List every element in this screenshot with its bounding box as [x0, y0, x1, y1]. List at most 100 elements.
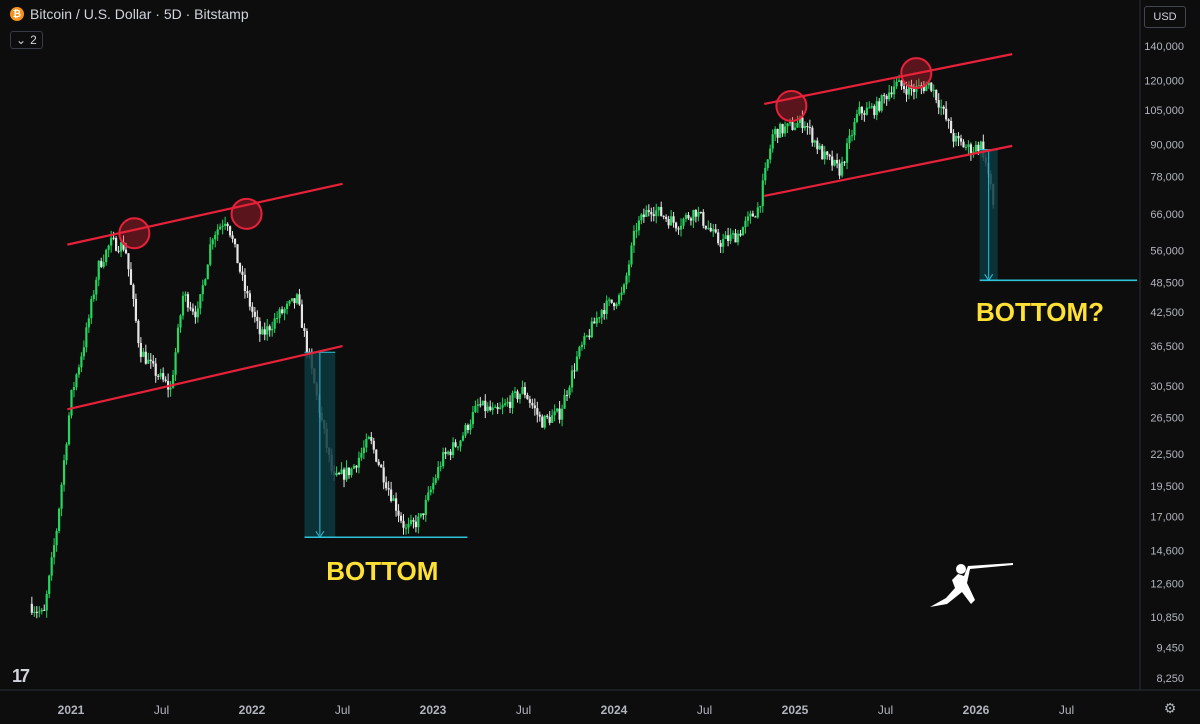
- candle: [870, 102, 873, 109]
- candle-body: [684, 215, 688, 219]
- channel-2025-upper[interactable]: [764, 53, 1013, 106]
- candle-body: [588, 335, 591, 338]
- candle: [112, 231, 115, 241]
- channel-2021-upper[interactable]: [67, 182, 343, 246]
- candle: [684, 212, 688, 223]
- candle: [417, 512, 420, 534]
- annotation-1: BOTTOM: [326, 556, 438, 586]
- candle-body: [456, 446, 460, 448]
- candle: [793, 122, 797, 131]
- candle: [80, 352, 83, 373]
- candle: [615, 302, 618, 310]
- candle-body: [704, 225, 707, 229]
- candle-body: [110, 237, 113, 246]
- candle-body: [893, 86, 896, 95]
- candle: [850, 129, 854, 142]
- y-tick-label: 12,600: [1150, 578, 1184, 590]
- candle-body: [422, 513, 425, 516]
- candle-body: [399, 515, 403, 521]
- candle: [828, 153, 831, 161]
- candle-body: [573, 370, 576, 372]
- candle: [372, 437, 375, 454]
- candle: [670, 209, 673, 226]
- candle-body: [501, 405, 504, 408]
- candle: [481, 400, 484, 406]
- price-axis[interactable]: 140,000 120,000 105,000 90,000 78,000 66,000 5…: [1139, 0, 1184, 690]
- candle-body: [593, 321, 596, 324]
- candle: [781, 123, 784, 137]
- candle: [248, 290, 251, 311]
- candle-body: [793, 127, 797, 130]
- candle: [392, 495, 395, 502]
- tradingview-logo-icon[interactable]: 17: [12, 666, 30, 686]
- measure-box-1: [304, 351, 468, 539]
- candle-body: [144, 351, 147, 364]
- candle: [231, 231, 234, 243]
- candle-body: [442, 452, 445, 467]
- candle-body: [818, 145, 821, 150]
- candle: [813, 139, 816, 148]
- candle: [838, 159, 841, 180]
- candle-body: [536, 408, 539, 415]
- candle-body: [114, 238, 118, 251]
- candle: [682, 217, 685, 230]
- candle: [729, 228, 732, 245]
- candle-body: [437, 467, 440, 479]
- candle-body: [850, 135, 854, 137]
- candle-body: [917, 85, 920, 87]
- gear-icon[interactable]: ⚙: [1163, 699, 1177, 716]
- candle: [573, 363, 576, 379]
- candle: [147, 352, 150, 364]
- candle: [927, 82, 930, 89]
- candle-body: [548, 416, 551, 423]
- channel-2025-lower[interactable]: [764, 144, 1013, 198]
- candle: [295, 292, 299, 305]
- candle-body: [243, 274, 247, 291]
- candle: [531, 398, 534, 409]
- candle: [709, 223, 712, 233]
- candle-body: [461, 435, 465, 441]
- candle-body: [283, 308, 286, 314]
- candle: [632, 225, 636, 253]
- candle: [620, 286, 623, 301]
- candle-body: [598, 317, 601, 319]
- candle-body: [481, 400, 484, 406]
- candle-body: [162, 373, 165, 380]
- candle-body: [565, 395, 569, 397]
- candle-body: [251, 306, 254, 312]
- candle: [692, 209, 695, 229]
- currency-button[interactable]: USD: [1144, 6, 1186, 28]
- candle: [107, 244, 110, 258]
- candle-body: [77, 367, 81, 375]
- channel-2021-lower[interactable]: [67, 344, 343, 411]
- time-axis[interactable]: 2021 Jul 2022 Jul 2023 Jul 2024 Jul 2025 Jul 2026 J…: [0, 689, 1200, 717]
- candle: [285, 301, 289, 315]
- candle: [538, 411, 541, 422]
- indicator-toggle-button[interactable]: ⌄ 2: [10, 31, 43, 49]
- candle-body: [724, 235, 727, 240]
- trend-channels[interactable]: [67, 53, 1013, 411]
- candle-body: [848, 135, 851, 144]
- candle-body: [516, 391, 519, 400]
- candle: [206, 264, 209, 280]
- candle-body: [791, 122, 794, 130]
- candle: [53, 538, 56, 565]
- candle-body: [402, 520, 405, 528]
- candle-body: [489, 406, 492, 411]
- candle: [726, 227, 730, 247]
- x-tick-label: Jul: [878, 703, 893, 717]
- candle-body: [868, 107, 871, 109]
- candle: [964, 144, 968, 151]
- symbol-title[interactable]: Bitcoin / U.S. Dollar · 5D · Bitstamp: [30, 6, 249, 22]
- candle: [674, 221, 678, 232]
- candle-body: [714, 229, 717, 233]
- candle: [501, 397, 504, 415]
- candle: [593, 317, 596, 324]
- candle: [362, 440, 365, 460]
- candle-body: [479, 404, 482, 406]
- candle-body: [342, 469, 346, 480]
- fencer-logo: [930, 563, 1013, 607]
- candle: [375, 449, 378, 463]
- candle-body: [169, 387, 172, 390]
